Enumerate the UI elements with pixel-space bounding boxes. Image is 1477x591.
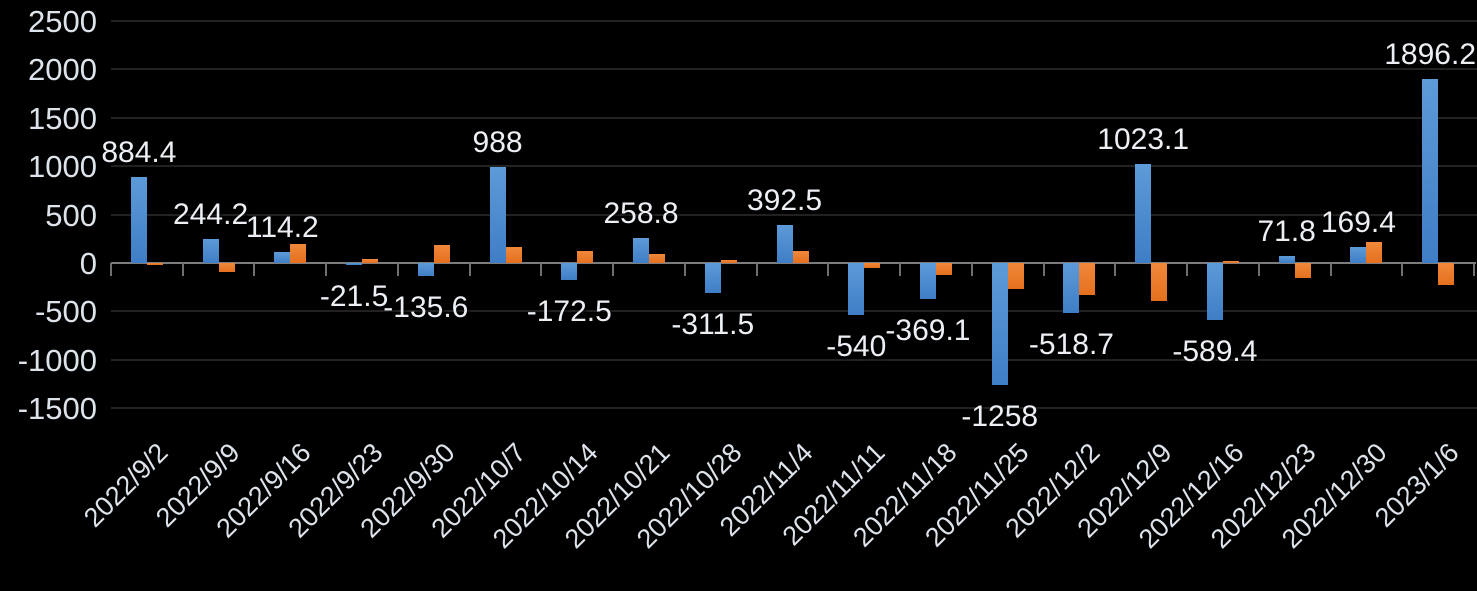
x-axis-tick (1329, 263, 1332, 276)
bar-value-label: 244.2 (173, 198, 249, 232)
y-axis-tick-label: 2000 (28, 52, 97, 88)
x-axis-tick (540, 263, 543, 276)
bar-blue (1135, 163, 1152, 263)
y-axis-tick-label: 500 (45, 197, 97, 233)
bar-blue (1350, 246, 1367, 263)
bar-orange (649, 253, 666, 263)
bar-value-label: -21.5 (319, 280, 389, 314)
bar-value-label: -311.5 (671, 308, 755, 342)
x-axis-tick (1042, 263, 1045, 276)
bar-orange (362, 258, 379, 263)
bar-value-label: -589.4 (1172, 335, 1258, 369)
bar-blue (919, 263, 936, 299)
y-axis-tick-label: -1500 (17, 391, 97, 427)
x-axis-tick (253, 263, 256, 276)
x-axis-tick (396, 263, 399, 276)
y-gridline (111, 358, 1477, 361)
bar-orange (1438, 263, 1455, 286)
bar-blue (704, 263, 721, 294)
bar-blue (274, 251, 291, 263)
bar-blue (130, 177, 147, 263)
bar-orange (146, 263, 163, 266)
bar-blue (991, 263, 1008, 385)
bar-value-label: -1258 (961, 399, 1039, 433)
y-gridline (111, 213, 1477, 216)
x-axis-tick (827, 263, 830, 276)
bar-orange (864, 263, 881, 268)
x-axis-tick (683, 263, 686, 276)
y-axis-tick-label: -500 (34, 294, 97, 330)
y-axis-tick-label: 2500 (28, 4, 97, 39)
y-gridline (111, 68, 1477, 71)
x-axis-tick (1114, 263, 1117, 276)
x-axis-tick (468, 263, 471, 276)
bar-value-label: 1896.2 (1384, 38, 1477, 72)
x-axis-tick (899, 263, 902, 276)
bar-value-label: 114.2 (245, 210, 319, 244)
bar-orange (1366, 241, 1383, 263)
bar-value-label: 884.4 (101, 136, 177, 170)
bar-orange (290, 243, 307, 263)
y-gridline (111, 165, 1477, 168)
x-axis-line (111, 262, 1476, 264)
bar-orange (935, 263, 952, 275)
bar-value-label: 1023.1 (1097, 122, 1190, 156)
x-axis-tick (755, 263, 758, 276)
bar-blue (1206, 263, 1223, 321)
bar-orange (1222, 261, 1239, 263)
y-gridline (111, 407, 1477, 410)
bar-value-label: 71.8 (1257, 215, 1316, 249)
y-gridline (111, 116, 1477, 119)
x-axis-tick (1186, 263, 1189, 276)
bar-orange (1294, 263, 1311, 279)
bar-orange (433, 244, 450, 263)
bar-blue (848, 263, 865, 316)
x-axis-tick (612, 263, 615, 276)
bar-value-label: 392.5 (746, 184, 823, 217)
y-axis-tick-label: -1000 (17, 342, 97, 378)
y-gridline (111, 310, 1477, 313)
bar-value-label: -172.5 (526, 294, 612, 328)
bar-blue (1422, 79, 1439, 263)
y-axis-tick-label: 0 (79, 246, 97, 281)
bar-orange (1151, 263, 1168, 301)
bar-value-label: 258.8 (603, 196, 679, 230)
bar-value-label: -540 (826, 330, 887, 364)
bar-blue (417, 263, 434, 277)
bar-value-label: -369.1 (885, 313, 971, 347)
bar-blue (346, 263, 363, 266)
bar-orange (1007, 263, 1024, 290)
x-axis-tick (110, 263, 112, 276)
bar-orange (505, 246, 522, 263)
bar-orange (577, 250, 594, 263)
y-gridline (111, 20, 1477, 22)
x-axis-tick (970, 263, 973, 276)
bar-orange (792, 251, 809, 263)
x-axis-tick (1257, 263, 1260, 276)
bar-blue (633, 237, 650, 263)
bar-blue (202, 239, 219, 263)
y-axis-tick-label: 1000 (28, 149, 97, 185)
x-axis-tick (181, 263, 184, 276)
x-axis-tick (1401, 263, 1404, 276)
y-axis-tick-label: 1500 (28, 100, 97, 136)
bar-blue (1063, 263, 1080, 314)
bar-blue (561, 263, 578, 280)
x-axis-tick (1473, 263, 1475, 276)
bar-orange (720, 260, 737, 263)
bar-orange (1079, 263, 1096, 295)
bar-value-label: 169.4 (1320, 205, 1396, 239)
bar-blue (776, 225, 793, 263)
bar-value-label: 988 (472, 126, 523, 160)
bar-value-label: -135.6 (383, 291, 469, 325)
bar-blue (489, 167, 506, 263)
bar-value-label: -518.7 (1028, 328, 1114, 362)
x-axis-tick (325, 263, 328, 276)
bar-orange (218, 263, 235, 272)
bar-blue (1278, 256, 1295, 263)
